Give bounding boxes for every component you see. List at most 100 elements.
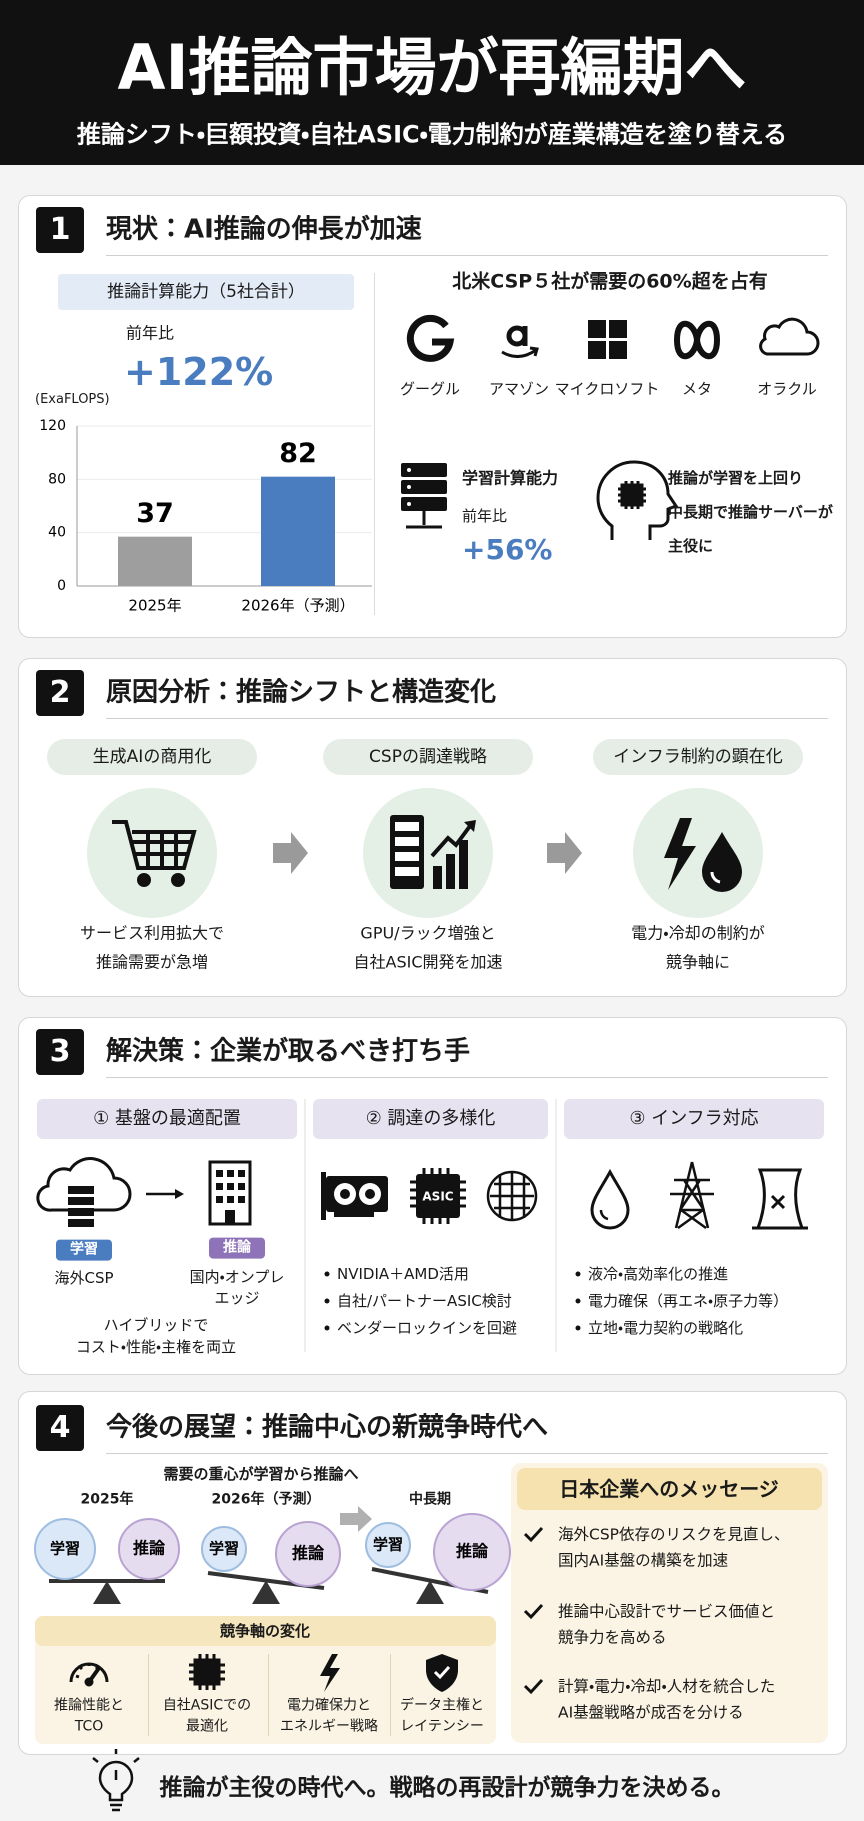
pylon-icon (670, 1161, 714, 1230)
section-number: 3 (36, 1029, 84, 1075)
measure-heading: ① 基盤の最適配置 (93, 1108, 241, 1130)
note-line: 推論が学習を上回り (668, 469, 804, 487)
training-title: 学習計算能力 (462, 468, 559, 488)
axes-text: 推論性能と (54, 1697, 124, 1714)
message-text: 推論中心設計でサービス価値と (558, 1602, 776, 1621)
section-rule (106, 1077, 828, 1078)
bullet-dot (575, 1325, 581, 1331)
section-rule (106, 255, 828, 256)
company-name: グーグル (399, 380, 461, 398)
caption: 海外CSP (54, 1269, 114, 1287)
column-dividers (304, 1099, 557, 1352)
cause-text: 自社ASIC開発を加速 (353, 952, 503, 972)
axes-text: データ主権と (400, 1697, 484, 1714)
weight-training (34, 1518, 96, 1580)
measure-pill (313, 1099, 548, 1139)
growth-label: 前年比 (126, 323, 175, 343)
building-icon (208, 1160, 252, 1226)
message-text: 競争力を高める (558, 1628, 667, 1647)
caption: 国内・オンプレ (189, 1268, 285, 1286)
server-icon (401, 463, 447, 529)
growth-value: +122% (124, 350, 274, 395)
axes-text: 電力確保力と (287, 1697, 371, 1714)
x-tick-label: 2025年 (128, 597, 181, 615)
axes-title: 競争軸の変化 (219, 1622, 311, 1640)
bullet-text: 自社/パートナーASIC検討 (337, 1292, 512, 1310)
cause-text: GPU/ラック増強と (360, 923, 496, 943)
bullet-dot (575, 1271, 581, 1277)
period-label: 2025年 (80, 1491, 134, 1508)
asic-chip-icon (410, 1168, 466, 1224)
y-tick-label: 40 (48, 525, 66, 541)
weight-inference (433, 1513, 511, 1591)
page-title: AI推論市場が再編期へ (117, 30, 747, 104)
head-icon (596, 460, 679, 540)
weight-label: 推論 (133, 1539, 166, 1558)
checkmarks (523, 1526, 544, 1695)
axes-divider (268, 1654, 269, 1736)
weight-label: 推論 (456, 1542, 489, 1561)
company-name: メタ (681, 380, 713, 398)
gpu-icon (321, 1172, 388, 1220)
axis-unit: (ExaFLOPS) (35, 392, 110, 408)
measure-heading: ③ インフラ対応 (629, 1108, 759, 1130)
chip-label: ASIC (422, 1190, 453, 1204)
bullet-dot (324, 1298, 330, 1304)
tag-training: 学習 (56, 1239, 112, 1261)
note-line: 主役に (668, 537, 714, 555)
message-text: 計算・電力・冷却・人材を統合した (558, 1677, 776, 1696)
logo-icons (406, 314, 820, 362)
section-rule (106, 1453, 828, 1454)
cause-pill (323, 739, 533, 775)
tag-inference: 推論 (209, 1237, 265, 1259)
cause-text: 推論需要が急増 (95, 952, 209, 972)
message-text: 国内AI基盤の構築を加速 (558, 1551, 729, 1570)
company-name: アマゾン (488, 380, 550, 398)
period-label: 中長期 (409, 1491, 451, 1508)
cause-pill (593, 739, 803, 775)
footer-message: 推論が主役の時代へ。戦略の再設計が競争力を決める。 (159, 1775, 735, 1802)
value-label: 82 (279, 438, 317, 469)
power-water-icon (664, 818, 742, 892)
cause-label: 生成AIの商用化 (92, 746, 212, 767)
weight-training (365, 1522, 411, 1568)
note-line: 中長期で推論サーバーが (668, 503, 833, 521)
y-tick-label: 120 (39, 418, 66, 434)
cooling-tower-icon (752, 1168, 808, 1230)
cause-pill (47, 739, 257, 775)
cause-label: CSPの調達戦略 (369, 746, 487, 767)
measure-pill (37, 1099, 297, 1139)
competition-icons (69, 1654, 458, 1692)
caption: ハイブリッドで (103, 1316, 209, 1334)
company-name: オラクル (757, 380, 817, 398)
weight-label: 学習 (209, 1540, 239, 1558)
axes-divider (390, 1654, 391, 1736)
axes-text: TCO (74, 1718, 104, 1735)
cart-icon (112, 820, 197, 887)
weight-inference (118, 1518, 180, 1580)
y-tick-label: 80 (48, 471, 66, 487)
axes-header (35, 1616, 496, 1646)
x-tick-label: 2026年（予測） (241, 597, 354, 615)
bullet-text: 液冷・高効率化の推進 (588, 1265, 729, 1283)
bullet-text: NVIDIA＋AMD活用 (337, 1265, 469, 1283)
section-title: 今後の展望：推論中心の新競争時代へ (106, 1412, 549, 1443)
message-header (517, 1468, 822, 1510)
weight-label: 推論 (292, 1544, 325, 1563)
measure-pill (564, 1099, 824, 1139)
weight-inference (275, 1521, 341, 1587)
flow-arrows (273, 832, 582, 874)
section-title: 現状：AI推論の伸長が加速 (106, 214, 422, 245)
csp-title: 北米CSP５社が需要の60%超を占有 (452, 270, 768, 293)
cause-text: 電力・冷却の制約が (631, 923, 765, 943)
training-growth: +56% (462, 533, 553, 567)
header-band (0, 0, 864, 165)
bullet-dot (324, 1271, 330, 1277)
cloud-server-icon (36, 1157, 132, 1227)
section-number: 2 (36, 670, 84, 716)
section-title: 原因分析：推論シフトと構造変化 (106, 677, 497, 708)
section-number: 1 (36, 207, 84, 253)
